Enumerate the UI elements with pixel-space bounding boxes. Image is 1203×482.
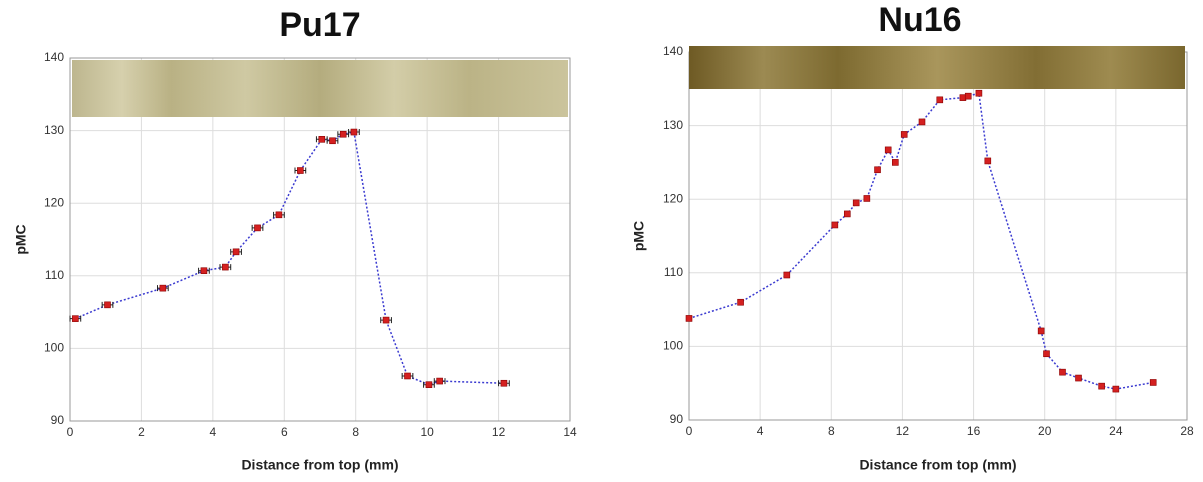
marker: [350, 128, 358, 136]
marker: [936, 96, 944, 104]
y-tick-label: 130: [44, 123, 64, 137]
marker: [964, 92, 972, 100]
marker: [382, 316, 390, 324]
y-tick-label: 100: [663, 339, 683, 353]
chart-title: Nu16: [878, 1, 961, 39]
marker: [984, 157, 992, 165]
marker: [436, 377, 443, 385]
x-tick-label: 0: [67, 425, 74, 439]
plot-area: [689, 52, 1187, 420]
marker: [918, 118, 926, 126]
marker: [232, 248, 240, 256]
marker: [975, 89, 983, 97]
y-tick-label: 110: [664, 265, 683, 279]
x-tick-label: 20: [1038, 424, 1052, 438]
marker: [1037, 327, 1045, 335]
marker: [843, 210, 851, 218]
x-tick-label: 12: [896, 424, 910, 438]
marker: [159, 284, 167, 292]
marker: [1149, 379, 1157, 386]
marker: [892, 159, 899, 166]
marker: [900, 131, 908, 138]
y-tick-label: 100: [44, 341, 64, 355]
x-tick-label: 8: [828, 424, 835, 438]
marker: [884, 146, 892, 154]
marker: [1075, 374, 1082, 382]
core-image: [689, 46, 1185, 89]
marker: [275, 211, 283, 219]
y-tick-label: 140: [663, 44, 683, 58]
marker: [72, 315, 79, 322]
y-axis-label: pMC: [13, 224, 29, 254]
marker: [685, 315, 693, 322]
data-line: [75, 131, 504, 386]
marker: [863, 195, 871, 202]
marker: [318, 136, 326, 143]
x-tick-label: 0: [686, 424, 693, 438]
marker: [200, 267, 208, 275]
chart-title: Pu17: [279, 6, 360, 44]
marker: [254, 224, 261, 232]
chart-nu16: 90 100 110 120 130 140 0 4 8 12 16 20 24 28 Nu16 Distan…: [631, 1, 1194, 473]
x-tick-label: 4: [757, 424, 764, 438]
plot-area: [70, 58, 570, 421]
marker: [783, 271, 791, 279]
chart-pu17: 90 100 110 120 130 140 0 2 4 6 8 10 12 14 Pu17 Distance…: [13, 6, 577, 473]
y-tick-label: 120: [663, 191, 683, 205]
x-tick-label: 12: [492, 425, 506, 439]
x-tick-label: 6: [281, 425, 288, 439]
y-tick-label: 90: [51, 413, 65, 427]
x-tick-label: 28: [1180, 424, 1194, 438]
marker: [404, 372, 411, 380]
y-tick-label: 90: [670, 412, 684, 426]
marker: [297, 167, 304, 174]
marker: [874, 166, 881, 174]
y-tick-label: 120: [44, 195, 64, 209]
marker: [1098, 382, 1105, 390]
x-tick-label: 4: [210, 425, 217, 439]
x-tick-label: 16: [967, 424, 981, 438]
x-axis-label: Distance from top (mm): [241, 457, 398, 473]
marker: [831, 221, 839, 229]
marker: [1112, 385, 1120, 393]
x-tick-label: 10: [420, 425, 434, 439]
marker: [852, 199, 860, 207]
x-tick-label: 2: [138, 425, 145, 439]
marker: [737, 298, 744, 306]
marker: [1059, 368, 1066, 376]
data-line: [688, 92, 1154, 390]
y-tick-label: 110: [45, 268, 64, 282]
marker: [500, 379, 508, 387]
x-tick-label: 24: [1109, 424, 1123, 438]
plot-frame: [69, 57, 571, 422]
marker: [329, 137, 336, 145]
marker: [1043, 350, 1050, 358]
x-tick-label: 14: [563, 425, 577, 439]
x-tick-label: 8: [352, 425, 359, 439]
y-tick-label: 130: [663, 118, 683, 132]
marker: [104, 301, 111, 309]
x-axis-label: Distance from top (mm): [859, 457, 1016, 473]
marker: [425, 381, 433, 389]
marker: [339, 130, 347, 138]
y-axis-label: pMC: [631, 221, 647, 251]
core-image: [72, 60, 568, 117]
marker: [222, 263, 229, 271]
y-tick-label: 140: [44, 50, 64, 64]
